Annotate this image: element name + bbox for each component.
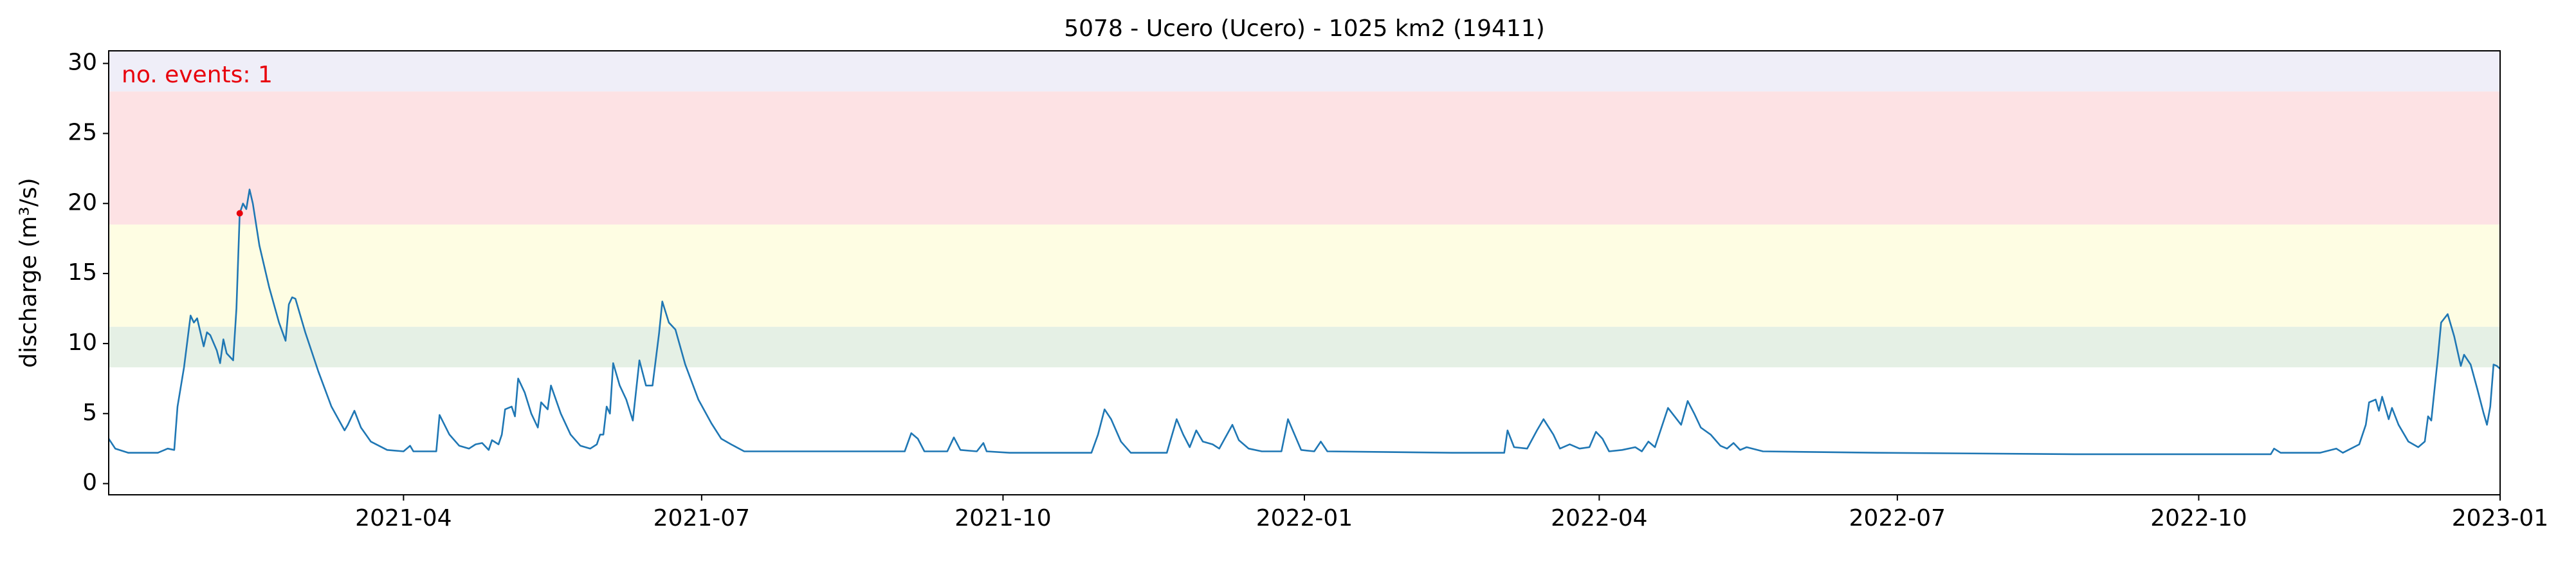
threshold-band bbox=[109, 224, 2500, 327]
x-tick-label: 2021-07 bbox=[653, 505, 750, 531]
x-tick-label: 2022-07 bbox=[1849, 505, 1946, 531]
x-tick-label: 2021-04 bbox=[355, 505, 452, 531]
discharge-line bbox=[107, 189, 2501, 456]
plot-frame bbox=[108, 50, 2501, 495]
threshold-band bbox=[109, 91, 2500, 225]
y-axis-label: discharge (m³/s) bbox=[15, 178, 42, 367]
chart-title: 5078 - Ucero (Ucero) - 1025 km2 (19411) bbox=[1064, 15, 1545, 42]
y-tick-label: 25 bbox=[68, 119, 97, 145]
event-count: no. events: 1 bbox=[122, 62, 273, 88]
y-tick-label: 5 bbox=[82, 400, 97, 426]
event-marker bbox=[236, 210, 243, 217]
y-tick-label: 30 bbox=[68, 50, 97, 76]
y-tick-label: 20 bbox=[68, 189, 97, 216]
threshold-band bbox=[109, 51, 2500, 92]
x-tick-label: 2022-10 bbox=[2150, 505, 2247, 531]
x-tick-label: 2023-01 bbox=[2452, 505, 2548, 531]
y-tick-label: 10 bbox=[68, 329, 97, 356]
x-tick-label: 2021-10 bbox=[955, 505, 1051, 531]
x-tick-label: 2022-04 bbox=[1551, 505, 1647, 531]
threshold-band bbox=[109, 326, 2500, 367]
x-tick-label: 2022-01 bbox=[1256, 505, 1353, 531]
y-tick-label: 15 bbox=[68, 259, 97, 286]
y-tick-label: 0 bbox=[82, 470, 97, 496]
